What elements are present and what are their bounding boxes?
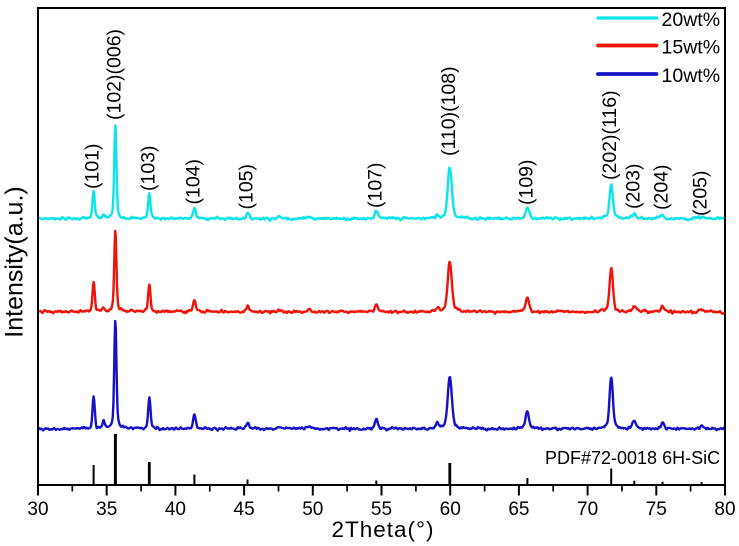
svg-text:70: 70 bbox=[577, 499, 598, 520]
svg-text:(109): (109) bbox=[515, 159, 537, 205]
svg-text:(110)(108): (110)(108) bbox=[438, 66, 460, 156]
svg-text:80: 80 bbox=[714, 499, 735, 520]
svg-text:(204): (204) bbox=[651, 164, 673, 210]
svg-text:65: 65 bbox=[508, 499, 529, 520]
svg-text:60: 60 bbox=[440, 499, 461, 520]
svg-text:15wt%: 15wt% bbox=[662, 37, 721, 59]
svg-text:40: 40 bbox=[165, 499, 186, 520]
svg-text:35: 35 bbox=[96, 499, 117, 520]
svg-text:(203): (203) bbox=[622, 163, 644, 209]
svg-text:(104): (104) bbox=[182, 159, 204, 205]
svg-text:20wt%: 20wt% bbox=[662, 9, 721, 31]
svg-text:30: 30 bbox=[27, 499, 48, 520]
svg-text:10wt%: 10wt% bbox=[662, 65, 721, 87]
svg-text:55: 55 bbox=[371, 499, 392, 520]
svg-text:PDF#72-0018 6H-SiC: PDF#72-0018 6H-SiC bbox=[545, 448, 720, 468]
svg-text:2Theta(°): 2Theta(°) bbox=[331, 517, 434, 542]
svg-text:(102)(006): (102)(006) bbox=[103, 29, 125, 120]
svg-text:75: 75 bbox=[646, 499, 667, 520]
svg-text:(202)(116): (202)(116) bbox=[599, 90, 621, 180]
svg-text:(205): (205) bbox=[690, 170, 712, 216]
svg-text:50: 50 bbox=[302, 499, 323, 520]
svg-text:(103): (103) bbox=[137, 145, 159, 191]
svg-text:(105): (105) bbox=[236, 164, 258, 210]
svg-text:Intensity(a.u.): Intensity(a.u.) bbox=[1, 186, 29, 337]
svg-text:45: 45 bbox=[234, 499, 255, 520]
svg-text:(107): (107) bbox=[364, 162, 386, 208]
svg-text:(101): (101) bbox=[82, 143, 104, 189]
